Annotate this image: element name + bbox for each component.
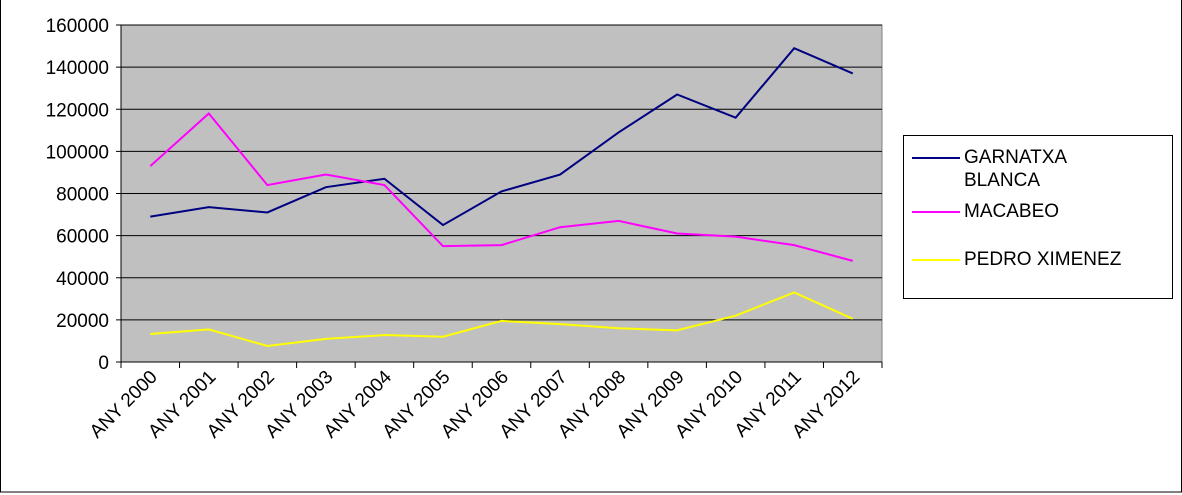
series-line <box>150 46 854 227</box>
y-tick-label: 60000 <box>56 227 109 248</box>
series-line <box>150 291 854 348</box>
legend-swatch <box>912 157 960 159</box>
legend-item: PEDRO XIMENEZ <box>912 248 1164 271</box>
y-tick-label: 140000 <box>46 58 109 79</box>
legend-item: MACABEO <box>912 200 1164 223</box>
y-tick-label: 100000 <box>46 142 109 163</box>
legend-item: GARNATXA BLANCA <box>912 146 1094 192</box>
legend-swatch <box>912 259 960 261</box>
y-tick-label: 20000 <box>56 311 109 332</box>
legend: GARNATXA BLANCA MACABEO PEDRO XIMENEZ <box>903 135 1173 299</box>
y-tick-label: 0 <box>98 353 109 374</box>
y-tick-label: 160000 <box>46 16 109 37</box>
y-tick-label: 40000 <box>56 269 109 290</box>
y-tick-label: 80000 <box>56 185 109 206</box>
y-tick-label: 120000 <box>46 100 109 121</box>
legend-swatch <box>912 211 960 213</box>
series-line <box>149 112 853 262</box>
legend-label: MACABEO <box>964 201 1060 222</box>
legend-label: PEDRO XIMENEZ <box>964 249 1122 270</box>
legend-label: GARNATXA BLANCA <box>964 147 1067 191</box>
